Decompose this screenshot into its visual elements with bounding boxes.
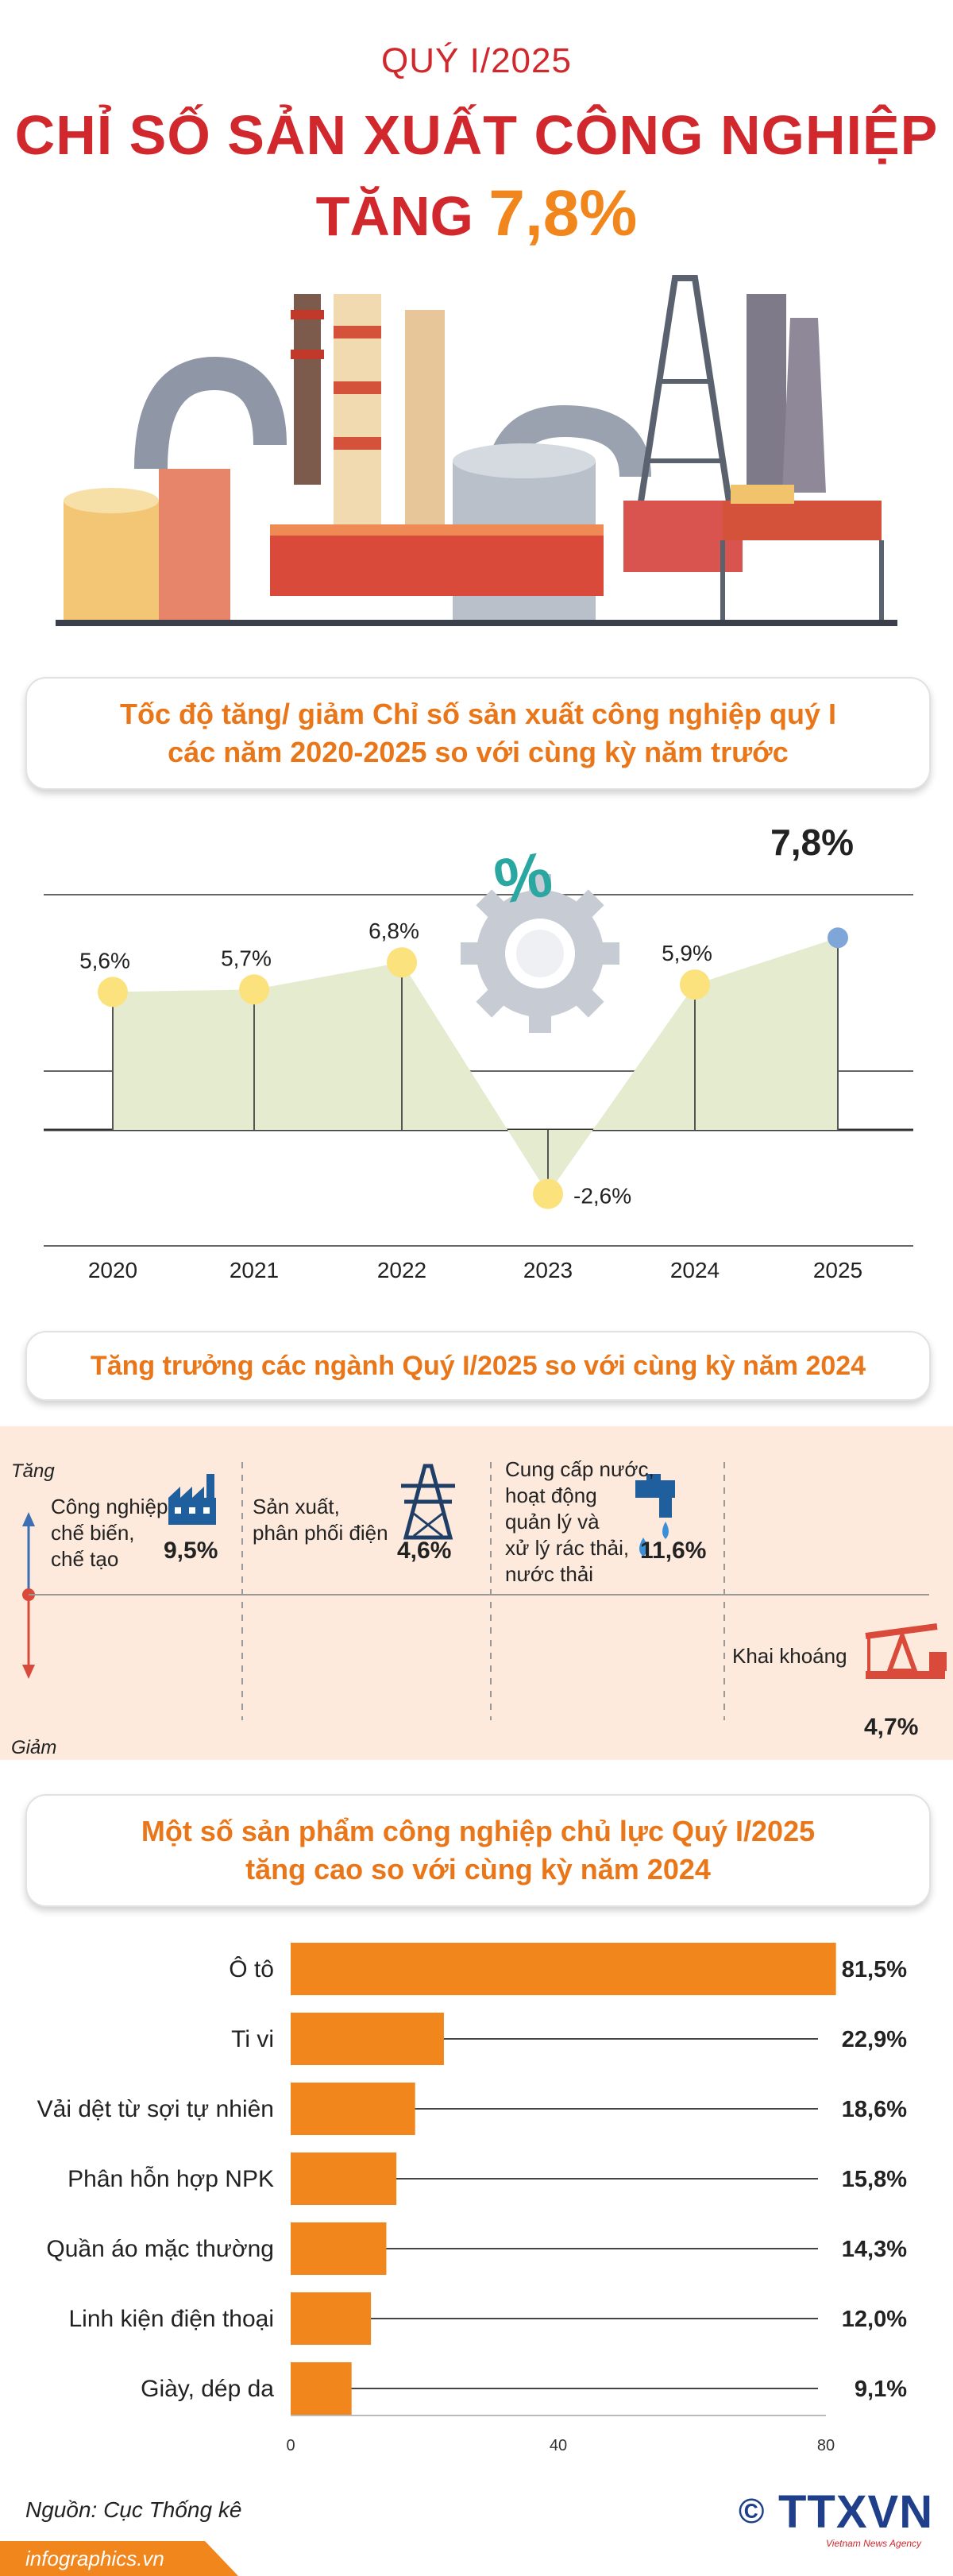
power-tower-icon xyxy=(401,1464,455,1540)
value-label: 81,5% xyxy=(842,1957,907,1982)
x-tick-label: 2023 xyxy=(523,1258,573,1282)
sector-growth-panel xyxy=(0,1426,953,1760)
x-tick-label: 0 xyxy=(286,2437,295,2454)
gear-percent-icon: % xyxy=(461,838,619,1033)
category-label: Phân hỗn hợp NPK xyxy=(68,2166,274,2192)
increase-value: 7,8% xyxy=(488,177,638,249)
ttxvn-logo: TTXVN xyxy=(778,2486,934,2538)
x-tick-label: 2020 xyxy=(88,1258,137,1282)
bar xyxy=(291,2083,415,2135)
bar xyxy=(291,1943,836,1995)
sector-electricity-name: Sản xuất, phân phối điện xyxy=(253,1495,388,1545)
category-label: Ô tô xyxy=(229,1955,274,1982)
water-tap-icon xyxy=(635,1474,675,1557)
data-label: -2,6% xyxy=(573,1184,631,1209)
bar xyxy=(291,2362,352,2415)
category-label: Giày, dép da xyxy=(141,2376,274,2402)
section1-title-line2: các năm 2020-2025 so với cùng kỳ năm trư… xyxy=(168,736,789,768)
key-products-section-banner: Một số sản phẩm công nghiệp chủ lực Quý … xyxy=(25,1794,931,1907)
sector-growth-section-banner: Tăng trưởng các ngành Quý I/2025 so với … xyxy=(25,1331,931,1401)
data-point xyxy=(680,969,710,1000)
data-point xyxy=(387,947,417,978)
data-label: 5,6% xyxy=(79,948,130,973)
data-label: 5,7% xyxy=(221,946,272,970)
data-label: 6,8% xyxy=(368,919,419,943)
x-tick-label: 2024 xyxy=(670,1258,720,1282)
oil-pump-icon xyxy=(865,1623,947,1679)
category-label: Quần áo mặc thường xyxy=(46,2236,274,2262)
value-label: 9,1% xyxy=(855,2377,907,2402)
data-point xyxy=(828,927,848,949)
sector-panel-graphics xyxy=(22,1462,947,1720)
value-label: 18,6% xyxy=(842,2097,907,2122)
value-label: 15,8% xyxy=(842,2167,907,2192)
sector-mining-value: 4,7% xyxy=(864,1714,919,1740)
ttxvn-logo-subtitle: Vietnam News Agency xyxy=(826,2538,922,2549)
bar xyxy=(291,2292,372,2345)
x-tick-label: 40 xyxy=(550,2437,567,2454)
section3-title-line1: Một số sản phẩm công nghiệp chủ lực Quý … xyxy=(141,1815,816,1847)
x-tick-label: 80 xyxy=(817,2437,835,2454)
factory-icon xyxy=(168,1474,216,1525)
data-label: 7,8% xyxy=(770,822,854,863)
growth-area-fill xyxy=(113,938,838,1194)
key-products-bar-chart: Ô tô Ti vi Vải dệt từ sợi tự nhiên Phân hỗn… xyxy=(37,1943,907,2454)
data-point xyxy=(533,1178,563,1209)
value-label: 22,9% xyxy=(842,2027,907,2052)
up-arrow-icon xyxy=(22,1512,35,1526)
category-label: Vải dệt từ sợi tự nhiên xyxy=(37,2096,274,2122)
growth-rate-section-banner: Tốc độ tăng/ giảm Chỉ số sản xuất công n… xyxy=(25,677,931,790)
section2-title: Tăng trưởng các ngành Quý I/2025 so với … xyxy=(90,1350,866,1381)
down-label: Giảm xyxy=(11,1737,57,1758)
svg-text:%: % xyxy=(489,838,558,918)
growth-rate-area-chart: % 5,6% 5,7% 6,8% -2,6% 5,9% 7,8% 2020 2021 2022… xyxy=(44,822,913,1282)
bar xyxy=(291,2222,387,2275)
section3-title-line2: tăng cao so với cùng kỳ năm 2024 xyxy=(245,1853,711,1886)
up-label: Tăng xyxy=(11,1460,55,1482)
sector-electricity-value: 4,6% xyxy=(397,1537,452,1564)
copyright-icon: © xyxy=(739,2492,765,2531)
sector-mining-name: Khai khoáng xyxy=(732,1644,847,1668)
data-point xyxy=(239,974,269,1005)
bar xyxy=(291,2152,397,2205)
x-tick-label: 2021 xyxy=(230,1258,279,1282)
sector-water-waste-value: 11,6% xyxy=(640,1537,707,1564)
x-tick-label: 2022 xyxy=(377,1258,426,1282)
x-tick-label: 2025 xyxy=(813,1258,862,1282)
bar xyxy=(291,2013,444,2065)
value-label: 14,3% xyxy=(842,2237,907,2262)
section1-title-line1: Tốc độ tăng/ giảm Chỉ số sản xuất công n… xyxy=(119,698,837,730)
industrial-plant-illustration xyxy=(56,275,897,626)
headline-increase: TĂNG 7,8% xyxy=(0,176,953,251)
footer-bar xyxy=(0,2541,238,2576)
sector-manufacturing-value: 9,5% xyxy=(164,1537,218,1564)
quarter-label: QUÝ I/2025 xyxy=(381,41,572,80)
category-label: Linh kiện điện thoại xyxy=(68,2306,274,2332)
source-note: Nguồn: Cục Thống kê xyxy=(25,2497,242,2522)
increase-word: TĂNG xyxy=(315,185,473,247)
page-title: CHỈ SỐ SẢN XUẤT CÔNG NGHIỆP xyxy=(14,104,939,166)
sector-manufacturing-name: Công nghiệp chế biến, chế tạo xyxy=(51,1495,168,1571)
data-point xyxy=(98,977,128,1008)
value-label: 12,0% xyxy=(842,2307,907,2332)
down-arrow-icon xyxy=(22,1665,35,1679)
category-label: Ti vi xyxy=(231,2026,274,2052)
site-url: infographics.vn xyxy=(25,2547,164,2570)
sector-water-waste-name: Cung cấp nước, hoạt động quản lý và xử l… xyxy=(505,1457,654,1586)
data-label: 5,9% xyxy=(662,941,712,965)
